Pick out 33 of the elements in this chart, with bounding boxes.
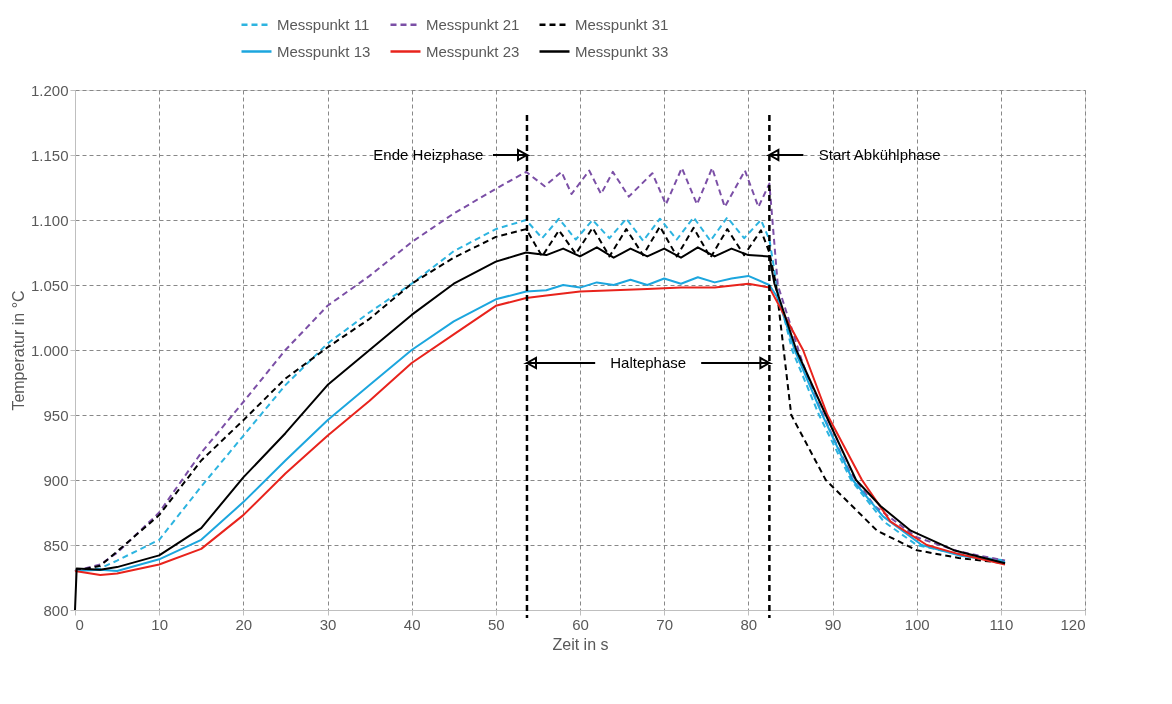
x-tick-label: 70	[656, 615, 674, 633]
legend-label: Messpunkt 33	[575, 42, 669, 60]
ref-line-label: Start Abkühlphase	[818, 146, 941, 163]
legend-label: Messpunkt 23	[426, 42, 520, 60]
y-tick-label: 1.100	[30, 211, 69, 229]
x-tick-label: 120	[1060, 615, 1086, 633]
legend-label: Messpunkt 31	[575, 15, 669, 33]
x-tick-label: 10	[151, 615, 169, 633]
y-axis-title: Temperatur in °C	[9, 290, 27, 411]
y-tick-label: 1.150	[30, 146, 69, 164]
x-tick-label: 100	[904, 615, 930, 633]
x-tick-label: 80	[740, 615, 758, 633]
legend-label: Messpunkt 21	[426, 15, 520, 33]
y-tick-label: 800	[43, 601, 69, 619]
x-tick-label: 30	[319, 615, 337, 633]
x-axis-title: Zeit in s	[552, 635, 609, 653]
y-tick-label: 1.200	[30, 81, 69, 99]
y-tick-label: 900	[43, 471, 69, 489]
x-tick-label: 90	[824, 615, 842, 633]
x-tick-label: 40	[403, 615, 421, 633]
legend-label: Messpunkt 13	[277, 42, 371, 60]
x-tick-label: 60	[572, 615, 589, 633]
y-tick-label: 1.000	[30, 341, 69, 359]
y-tick-label: 1.050	[30, 276, 69, 294]
y-tick-label: 850	[43, 536, 69, 554]
ref-line-label: Ende Heizphase	[373, 146, 484, 163]
x-tick-label: 110	[989, 615, 1014, 633]
x-tick-label: 0	[75, 615, 84, 633]
y-tick-label: 950	[43, 406, 69, 424]
x-tick-label: 50	[487, 615, 505, 633]
legend-label: Messpunkt 11	[277, 15, 370, 33]
annotation: Haltephase	[610, 354, 687, 371]
x-tick-label: 20	[235, 615, 253, 633]
